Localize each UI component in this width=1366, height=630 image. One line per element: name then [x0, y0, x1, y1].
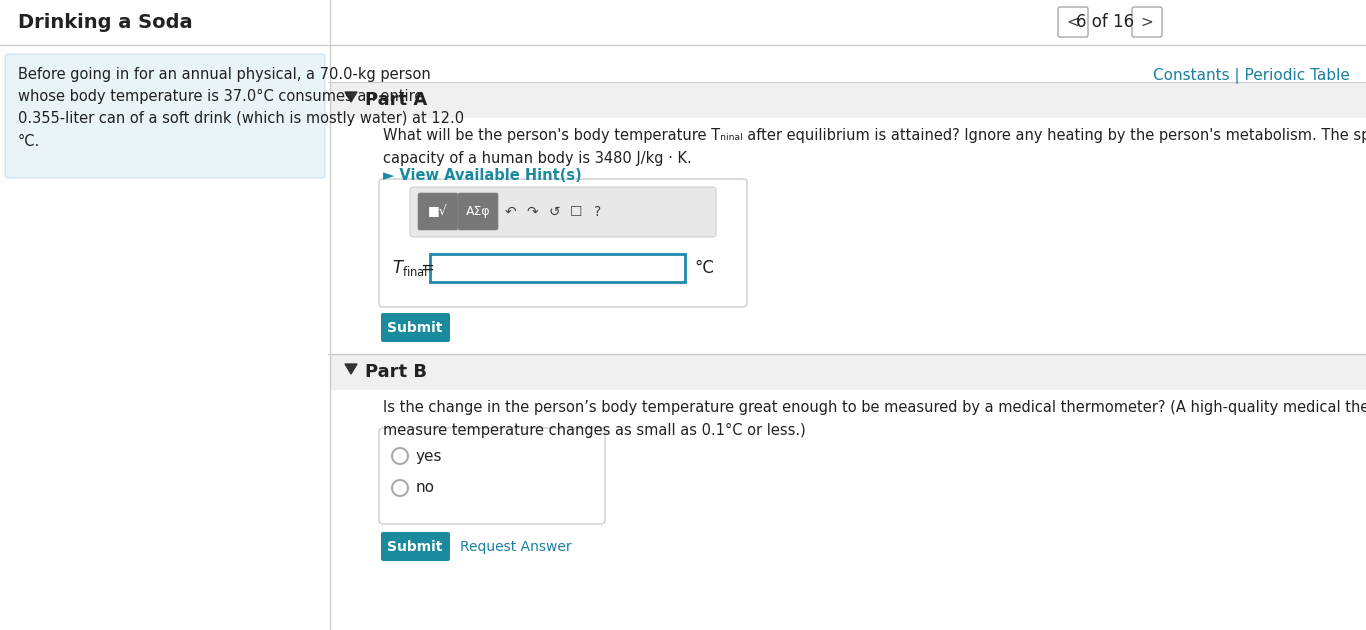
Text: ► View Available Hint(s): ► View Available Hint(s): [382, 168, 582, 183]
Text: ■√: ■√: [428, 205, 448, 219]
Text: What will be the person's body temperature Tₙᵢₙₐₗ after equilibrium is attained?: What will be the person's body temperatu…: [382, 128, 1366, 166]
Polygon shape: [346, 92, 357, 102]
Circle shape: [392, 480, 408, 496]
Polygon shape: [346, 364, 357, 374]
Text: <: <: [1067, 14, 1079, 30]
Circle shape: [392, 448, 408, 464]
FancyBboxPatch shape: [381, 313, 449, 342]
Text: Constants | Periodic Table: Constants | Periodic Table: [1153, 68, 1350, 84]
FancyBboxPatch shape: [430, 254, 684, 282]
FancyBboxPatch shape: [5, 54, 325, 178]
Text: Request Answer: Request Answer: [460, 540, 571, 554]
FancyBboxPatch shape: [410, 187, 716, 237]
Text: Part A: Part A: [365, 91, 428, 109]
FancyBboxPatch shape: [381, 532, 449, 561]
FancyBboxPatch shape: [331, 354, 1366, 390]
Text: °C: °C: [694, 259, 714, 277]
FancyBboxPatch shape: [1132, 7, 1162, 37]
FancyBboxPatch shape: [418, 193, 458, 230]
Text: ↺: ↺: [548, 205, 560, 219]
Text: $T_{\mathrm{final}}$: $T_{\mathrm{final}}$: [392, 258, 428, 278]
Text: =: =: [419, 259, 434, 277]
Text: ↶: ↶: [504, 205, 516, 219]
Text: >: >: [1141, 14, 1153, 30]
Text: ☐: ☐: [570, 205, 582, 219]
Text: ?: ?: [594, 205, 601, 219]
FancyBboxPatch shape: [458, 193, 499, 230]
Text: ΑΣφ: ΑΣφ: [466, 205, 490, 219]
FancyBboxPatch shape: [378, 428, 605, 524]
Text: Drinking a Soda: Drinking a Soda: [18, 13, 193, 32]
Text: Before going in for an annual physical, a 70.0-kg person
whose body temperature : Before going in for an annual physical, …: [18, 67, 464, 149]
FancyBboxPatch shape: [331, 82, 1366, 118]
FancyBboxPatch shape: [1059, 7, 1087, 37]
Text: 6 of 16: 6 of 16: [1076, 13, 1134, 31]
Text: Submit: Submit: [388, 540, 443, 554]
Text: ↷: ↷: [526, 205, 538, 219]
Text: Part B: Part B: [365, 363, 428, 381]
Text: Is the change in the person’s body temperature great enough to be measured by a : Is the change in the person’s body tempe…: [382, 400, 1366, 438]
FancyBboxPatch shape: [378, 179, 747, 307]
Text: yes: yes: [417, 449, 443, 464]
Text: Submit: Submit: [388, 321, 443, 335]
Text: no: no: [417, 481, 434, 496]
